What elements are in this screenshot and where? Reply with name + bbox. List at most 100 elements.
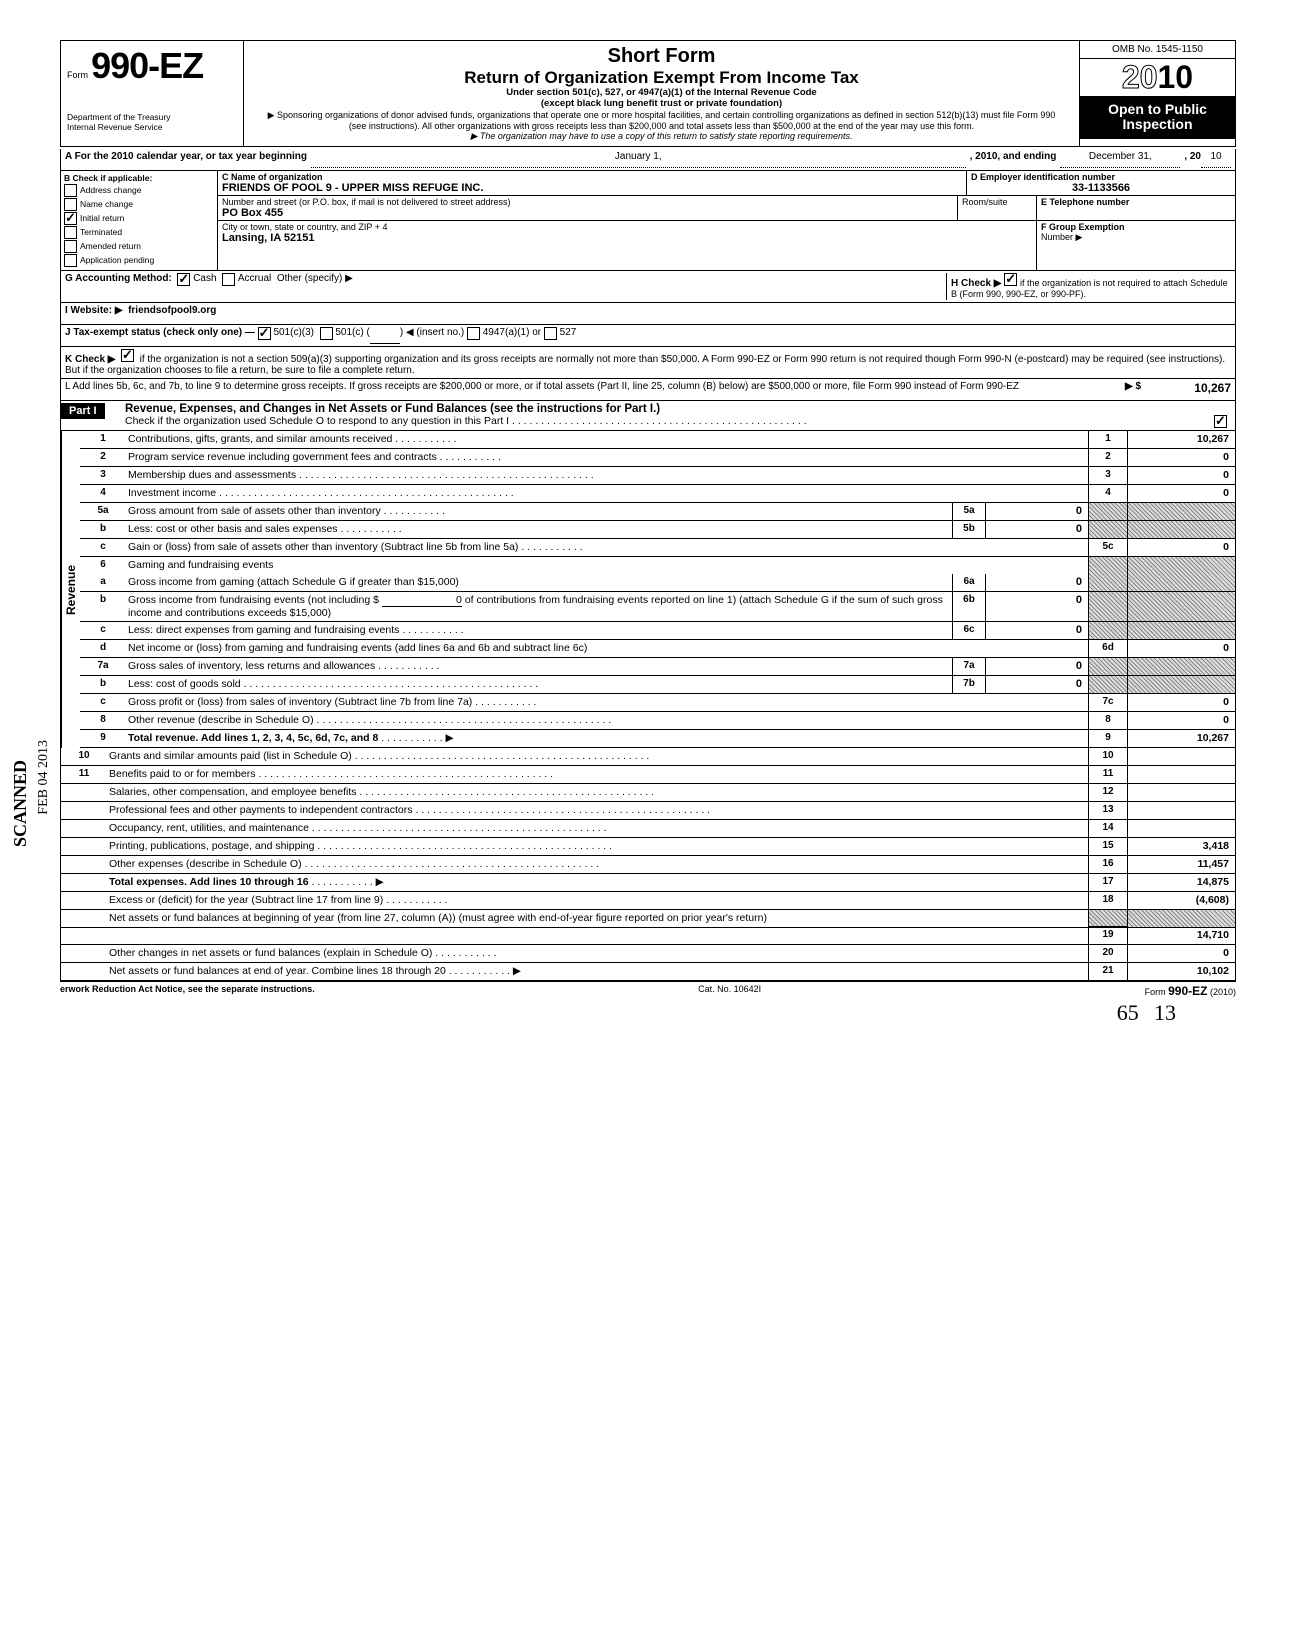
chk-k[interactable] xyxy=(121,349,134,362)
street-label: Number and street (or P.O. box, if mail … xyxy=(222,197,953,207)
line-7c-col: 7c xyxy=(1088,694,1128,711)
section-f-number: Number ▶ xyxy=(1041,232,1231,243)
line-11-col: 11 xyxy=(1088,766,1128,783)
lbl-app-pending: Application pending xyxy=(80,255,154,265)
dept-irs: Internal Revenue Service xyxy=(67,123,237,133)
year-suffix: 10 xyxy=(1158,59,1194,95)
chk-amended[interactable] xyxy=(64,240,77,253)
line-6b-num: b xyxy=(80,592,126,621)
line-7c-val: 0 xyxy=(1128,694,1235,711)
line-14-num xyxy=(61,820,107,837)
line-6-shade xyxy=(1088,557,1128,574)
line-21-num xyxy=(61,963,107,980)
subtitle-except: (except black lung benefit trust or priv… xyxy=(250,99,1073,110)
line-20-label: Other changes in net assets or fund bala… xyxy=(109,947,432,959)
line-7b-sub: 7b xyxy=(952,676,986,693)
year-end[interactable]: 10 xyxy=(1201,151,1231,168)
line-4-label: Investment income xyxy=(128,487,216,499)
line-6a-shade xyxy=(1088,574,1128,591)
chk-initial-return[interactable] xyxy=(64,212,77,225)
copy-note: ▶ The organization may have to use a cop… xyxy=(250,131,1073,142)
chk-address-change[interactable] xyxy=(64,184,77,197)
website[interactable]: friendsofpool9.org xyxy=(128,305,216,322)
lbl-501c3: 501(c)(3) xyxy=(273,327,314,344)
line-6d-label: Net income or (loss) from gaming and fun… xyxy=(128,642,587,654)
chk-app-pending[interactable] xyxy=(64,254,77,267)
line-7a-num: 7a xyxy=(80,658,126,675)
line-6b-blank[interactable]: 0 xyxy=(382,594,462,607)
year-begin[interactable]: January 1, xyxy=(311,151,966,168)
line-2-label: Program service revenue including govern… xyxy=(128,451,437,463)
section-c-label: C Name of organization xyxy=(222,172,962,182)
line-17-num xyxy=(61,874,107,891)
part1-check-text: Check if the organization used Schedule … xyxy=(125,415,509,427)
line-7c-label: Gross profit or (loss) from sales of inv… xyxy=(128,696,472,708)
line-15-label: Printing, publications, postage, and shi… xyxy=(109,840,314,852)
line-11-num: 11 xyxy=(61,766,107,783)
section-l-text: L Add lines 5b, 6c, and 7b, to line 9 to… xyxy=(65,381,1125,398)
line-5a-num: 5a xyxy=(80,503,126,520)
line-5b-subval: 0 xyxy=(986,521,1088,538)
section-a-mid: , 2010, and ending xyxy=(970,151,1057,168)
line-13-val xyxy=(1128,802,1235,819)
city[interactable]: Lansing, IA 52151 xyxy=(222,232,1032,244)
line-6c-subval: 0 xyxy=(986,622,1088,639)
line-7a-subval: 0 xyxy=(986,658,1088,675)
chk-h[interactable] xyxy=(1004,273,1017,286)
line-7a-shade xyxy=(1088,658,1128,675)
line-12-val xyxy=(1128,784,1235,801)
chk-527[interactable] xyxy=(544,327,557,340)
lbl-501c: 501(c) ( xyxy=(335,327,369,344)
city-label: City or town, state or country, and ZIP … xyxy=(222,222,1032,232)
line-5b-sub: 5b xyxy=(952,521,986,538)
line-5c-num: c xyxy=(80,539,126,556)
ein[interactable]: 33-1133566 xyxy=(971,182,1231,194)
chk-terminated[interactable] xyxy=(64,226,77,239)
footer-right: Form 990-EZ (2010) xyxy=(1145,984,1236,998)
line-3-label: Membership dues and assessments xyxy=(128,469,296,481)
org-name[interactable]: FRIENDS OF POOL 9 - UPPER MISS REFUGE IN… xyxy=(222,182,962,194)
line-9-label: Total revenue. Add lines 1, 2, 3, 4, 5c,… xyxy=(128,732,378,744)
line-19-num xyxy=(61,910,107,927)
line-6b-sub: 6b xyxy=(952,592,986,621)
line-21-val: 10,102 xyxy=(1128,963,1235,980)
chk-schedule-o[interactable] xyxy=(1214,415,1227,428)
line-18-val: (4,608) xyxy=(1128,892,1235,909)
line-16-label: Other expenses (describe in Schedule O) xyxy=(109,858,302,870)
line-5a-shade-val xyxy=(1128,503,1235,520)
year-end-month[interactable]: December 31, xyxy=(1060,151,1180,168)
line-6d-num: d xyxy=(80,640,126,657)
chk-4947[interactable] xyxy=(467,327,480,340)
line-19-val: 14,710 xyxy=(1128,927,1235,944)
line-19-label: Net assets or fund balances at beginning… xyxy=(109,912,767,924)
line-5a-sub: 5a xyxy=(952,503,986,520)
line-9-num: 9 xyxy=(80,730,126,747)
section-h-label: H Check ▶ xyxy=(951,278,1001,289)
chk-accrual[interactable] xyxy=(222,273,235,286)
line-7b-subval: 0 xyxy=(986,676,1088,693)
line-10-num: 10 xyxy=(61,748,107,765)
chk-501c[interactable] xyxy=(320,327,333,340)
line-5b-num: b xyxy=(80,521,126,538)
year-prefix: 20 xyxy=(1122,59,1158,95)
line-17-val: 14,875 xyxy=(1128,874,1235,891)
lbl-initial-return: Initial return xyxy=(80,213,124,223)
line-3-col: 3 xyxy=(1088,467,1128,484)
date-stamp: FEB 04 2013 xyxy=(36,740,52,815)
street[interactable]: PO Box 455 xyxy=(222,207,953,219)
line-9-col: 9 xyxy=(1088,730,1128,747)
line-7b-shade xyxy=(1088,676,1128,693)
line-7c-num: c xyxy=(80,694,126,711)
line-17-label: Total expenses. Add lines 10 through 16 xyxy=(109,876,309,888)
open-to-public: Open to Public Inspection xyxy=(1080,96,1235,139)
chk-501c3[interactable] xyxy=(258,327,271,340)
line-2-val: 0 xyxy=(1128,449,1235,466)
chk-cash[interactable] xyxy=(177,273,190,286)
line-1-col: 1 xyxy=(1088,431,1128,448)
footer-cat: Cat. No. 10642I xyxy=(698,984,761,998)
line-5a-label: Gross amount from sale of assets other t… xyxy=(128,505,381,517)
line-11-label: Benefits paid to or for members xyxy=(109,768,255,780)
scanned-stamp: SCANNED xyxy=(10,760,31,847)
line-1-num: 1 xyxy=(80,431,126,448)
line-6c-shade xyxy=(1088,622,1128,639)
